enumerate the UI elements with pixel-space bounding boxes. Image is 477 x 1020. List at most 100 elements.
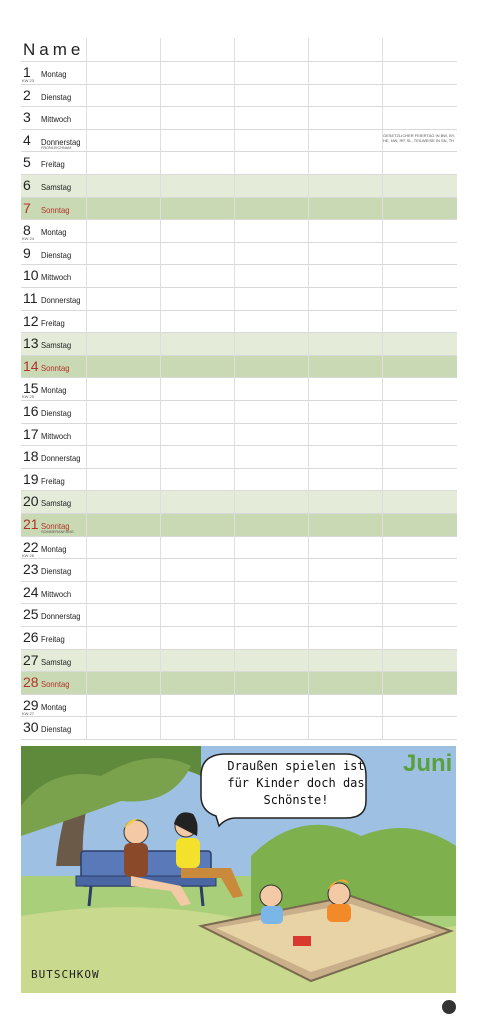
day-number: 24: [23, 583, 39, 600]
weekday-label: Sonntag: [41, 204, 70, 215]
column-divider: [234, 38, 235, 740]
weekday-label: Donnerstag: [41, 453, 81, 464]
column-divider: [308, 38, 309, 740]
day-row[interactable]: 18 Donnerstag: [21, 446, 457, 469]
day-number: 14: [23, 357, 39, 374]
day-number: 20: [23, 493, 39, 510]
day-row[interactable]: 29 Montag KW 27: [21, 695, 457, 718]
weekday-label: Freitag: [41, 317, 65, 328]
publisher-logo-icon: [442, 1000, 456, 1014]
weekday-label: Dienstag: [41, 408, 72, 418]
day-row[interactable]: 19 Freitag: [21, 469, 457, 492]
day-note: SOMMERANFANG: [41, 530, 74, 534]
column-divider: [160, 38, 161, 740]
day-row[interactable]: 27 Samstag: [21, 649, 457, 673]
day-row[interactable]: 14 Sonntag: [21, 355, 457, 379]
header-divider: [21, 61, 457, 62]
day-row[interactable]: 15 Montag KW 25: [21, 378, 457, 401]
day-number: 30: [23, 719, 39, 736]
day-row[interactable]: 16 Dienstag: [21, 401, 457, 424]
weekday-label: Freitag: [41, 159, 65, 170]
weekday-label: Montag: [41, 385, 67, 396]
weekday-label: Freitag: [41, 634, 65, 644]
day-number: 13: [23, 335, 39, 352]
weekday-label: Dienstag: [41, 724, 72, 735]
weekday-label: Dienstag: [41, 249, 72, 260]
day-number: 23: [23, 561, 39, 578]
week-number: KW 23: [22, 78, 35, 83]
day-row[interactable]: 7 Sonntag: [21, 197, 457, 221]
day-row[interactable]: 1 Montag KW 23: [21, 62, 457, 85]
speech-bubble-text: Draußen spielen ist für Kinder doch das …: [227, 759, 365, 807]
day-number: 10: [23, 267, 39, 284]
artist-signature: BUTSCHKOW: [31, 968, 100, 981]
day-row[interactable]: 8 Montag KW 24: [21, 220, 457, 243]
day-number: 6: [23, 177, 31, 193]
day-row[interactable]: 13 Samstag: [21, 333, 457, 356]
day-note: FRONLEICHNAM: [41, 145, 72, 150]
weekday-label: Sonntag: [41, 521, 70, 531]
day-row[interactable]: 3 Mittwoch: [21, 107, 457, 130]
day-number: 22: [23, 538, 39, 555]
day-number: 29: [23, 696, 39, 713]
day-row[interactable]: 4 Donnerstag FRONLEICHNAM GESETZLICHER FEIE…: [21, 130, 457, 153]
weekday-label: Samstag: [41, 656, 72, 667]
day-row[interactable]: 17 Mittwoch: [21, 424, 457, 447]
weekday-label: Freitag: [41, 475, 65, 486]
day-number: 1: [23, 64, 31, 80]
day-number: 26: [23, 629, 39, 645]
day-row[interactable]: 20 Samstag: [21, 491, 457, 514]
day-row[interactable]: 28 Sonntag: [21, 672, 457, 695]
cartoon-scene: [21, 746, 456, 993]
day-number: 5: [23, 154, 31, 171]
cartoon-illustration: Draußen spielen ist für Kinder doch das …: [21, 746, 456, 993]
day-number: 27: [23, 651, 39, 668]
day-number: 15: [23, 380, 39, 397]
weekday-label: Montag: [41, 69, 67, 79]
column-divider: [86, 38, 87, 740]
day-number: 16: [23, 403, 39, 419]
day-row[interactable]: 26 Freitag: [21, 627, 457, 650]
name-column-title: Name: [23, 40, 85, 59]
week-number: KW 27: [22, 710, 35, 716]
day-row[interactable]: 6 Samstag: [21, 175, 457, 198]
header-row: Name: [21, 38, 457, 62]
weekday-label: Sonntag: [41, 362, 70, 373]
weekday-label: Mittwoch: [41, 272, 72, 283]
day-number: 19: [23, 470, 39, 487]
day-number: 9: [23, 244, 31, 261]
day-number: 12: [23, 312, 39, 329]
day-row[interactable]: 24 Mittwoch: [21, 582, 457, 605]
day-number: 3: [23, 109, 31, 126]
weekday-label: Dienstag: [41, 91, 72, 102]
day-row[interactable]: 9 Dienstag: [21, 243, 457, 266]
column-divider: [382, 38, 383, 740]
weekday-label: Mittwoch: [41, 114, 72, 125]
weekday-label: Montag: [41, 543, 67, 554]
day-row[interactable]: 22 Montag KW 26: [21, 537, 457, 560]
day-number: 17: [23, 425, 39, 442]
day-row[interactable]: 23 Dienstag: [21, 559, 457, 582]
weekday-label: Montag: [41, 227, 67, 238]
day-row[interactable]: 12 Freitag: [21, 311, 457, 334]
month-title: Juni: [403, 750, 453, 777]
day-row[interactable]: 5 Freitag: [21, 152, 457, 175]
week-number: KW 25: [22, 394, 35, 400]
day-number: 28: [23, 674, 39, 691]
day-row[interactable]: 25 Donnerstag: [21, 604, 457, 627]
weekday-label: Samstag: [41, 340, 72, 351]
weekday-label: Donnerstag: [41, 611, 81, 622]
day-number: 21: [23, 516, 39, 532]
holiday-note: GESETZLICHER FEIERTAG IN BW, BY, HE, NW,…: [383, 132, 456, 143]
day-row[interactable]: 10 Mittwoch: [21, 265, 457, 288]
weekday-label: Sonntag: [41, 679, 70, 690]
day-row[interactable]: 11 Donnerstag: [21, 288, 457, 311]
weekday-label: Mittwoch: [41, 430, 72, 441]
weekday-label: Samstag: [41, 182, 72, 192]
day-number: 25: [23, 606, 39, 623]
day-row[interactable]: 2 Dienstag: [21, 85, 457, 108]
weekday-label: Donnerstag: [41, 295, 81, 305]
day-row[interactable]: 21 Sonntag SOMMERANFANG: [21, 514, 457, 537]
weekday-label: Samstag: [41, 498, 72, 509]
day-row[interactable]: 30 Dienstag: [21, 717, 457, 740]
